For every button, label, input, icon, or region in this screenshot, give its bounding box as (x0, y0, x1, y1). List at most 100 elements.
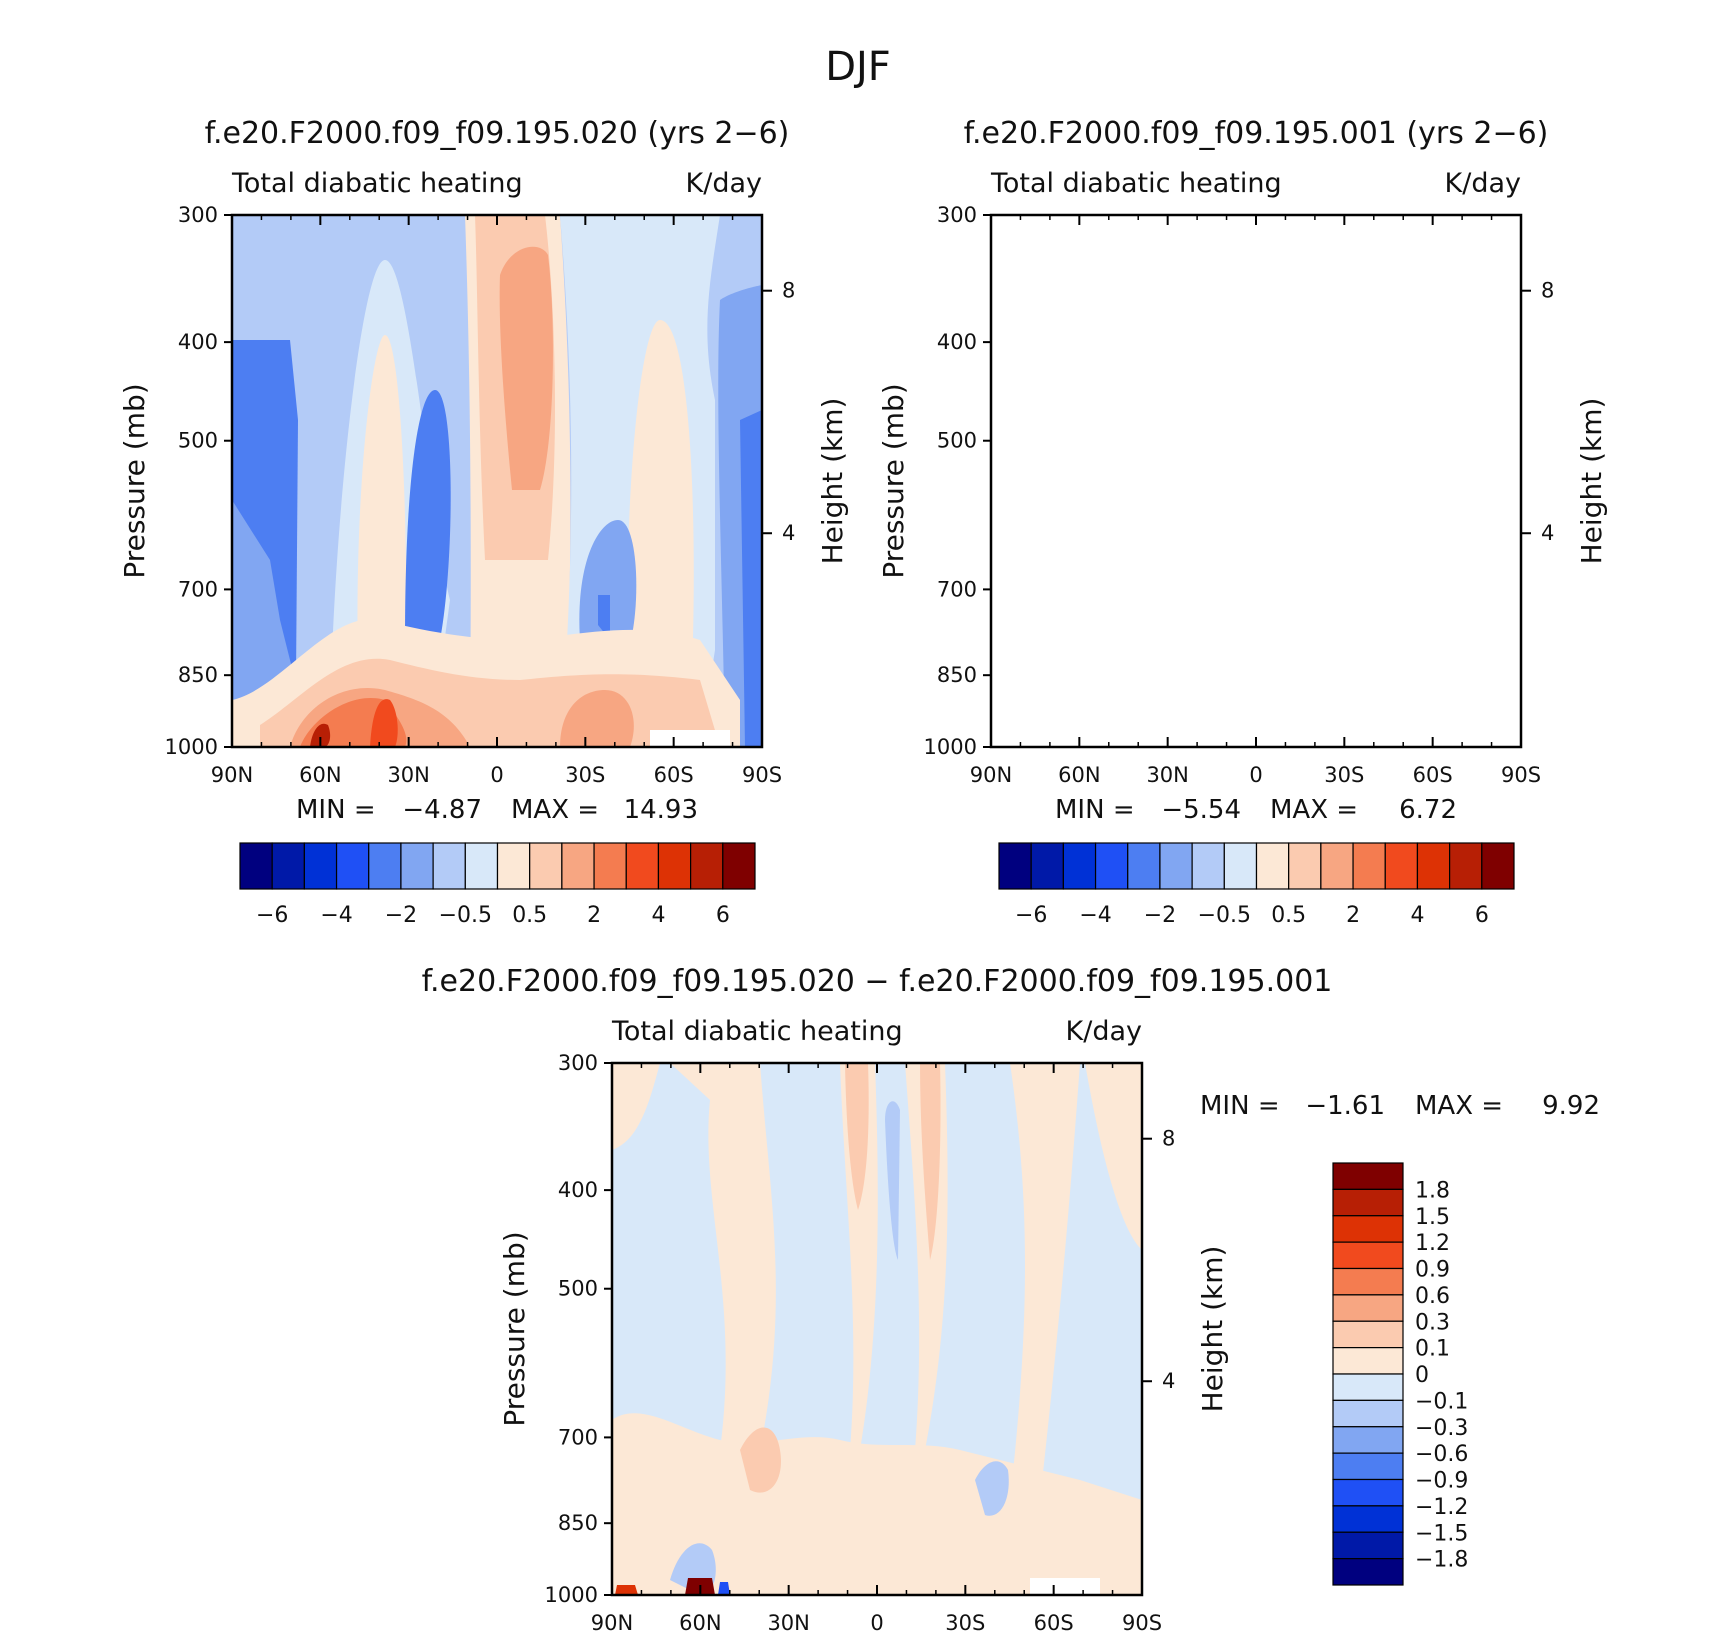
panel-case-title: f.e20.F2000.f09_f09.195.001 (yrs 2−6) (964, 116, 1549, 151)
panel-case-001: f.e20.F2000.f09_f09.195.001 (yrs 2−6) To… (964, 116, 1549, 199)
colorbar-swatch (657, 842, 692, 890)
colorbar-swatch (1332, 1531, 1404, 1560)
colorbar-label: 0.6 (1415, 1284, 1450, 1309)
colorbar-label: −2 (1144, 903, 1176, 928)
colorbar-swatch (335, 842, 370, 890)
colorbar-swatch (529, 842, 563, 890)
panel-variable-label: Total diabatic heating (611, 1016, 903, 1047)
lat-tick-label: 90S (1122, 1611, 1162, 1635)
colorbar-label: 6 (716, 903, 730, 928)
pressure-tick-label: 850 (178, 663, 218, 687)
colorbar-label: 6 (1475, 903, 1489, 928)
colorbar-swatch (1332, 1426, 1404, 1454)
lat-tick-label: 60N (1058, 763, 1100, 787)
colorbar-swatch (1352, 842, 1386, 890)
height-tick-label: 4 (782, 521, 795, 545)
lat-tick-label: 30N (387, 763, 429, 787)
height-tick-label: 4 (1541, 521, 1554, 545)
colorbar-swatch (1332, 1162, 1404, 1190)
panel-max-label: MAX = (1415, 1091, 1503, 1121)
colorbar-swatch (1288, 842, 1322, 890)
colorbar-swatch (1127, 842, 1161, 890)
lat-tick-label: 30N (767, 1611, 809, 1635)
panel-min-value: −1.61 (1305, 1091, 1385, 1121)
colorbar-label: −0.6 (1415, 1442, 1468, 1467)
colorbar-panel-b: −6 −4 −2 −0.5 0.5 2 4 6 (998, 842, 1515, 928)
colorbar-label: −6 (256, 903, 288, 928)
panel-min-label: MIN = (296, 795, 376, 825)
colorbar-label: 1.8 (1415, 1178, 1450, 1203)
colorbar-swatch (496, 842, 531, 890)
panel-max-label: MAX = (1270, 795, 1358, 825)
colorbar-swatch (1332, 1373, 1404, 1401)
colorbar-swatch (1384, 842, 1419, 890)
colorbar-swatch (1332, 1558, 1404, 1586)
pressure-tick-label: 400 (558, 1178, 598, 1202)
colorbar-swatch (1332, 1452, 1404, 1481)
colorbar-label: 0.3 (1415, 1310, 1450, 1335)
colorbar-label: 2 (587, 903, 601, 928)
colorbars-layer: −6 −4 −2 −0.5 0.5 2 4 6 −6 −4 −2 −0.5 0.5 2 4 6 1.81.51.… (239, 842, 1515, 1586)
contour-field (612, 1063, 1142, 1595)
colorbar-label: −0.5 (1198, 903, 1251, 928)
panel-max-value: 9.92 (1542, 1091, 1600, 1121)
pressure-tick-label: 500 (178, 429, 218, 453)
colorbar-swatch (1332, 1399, 1404, 1428)
lat-tick-label: 0 (870, 1611, 883, 1635)
colorbar-label: −0.1 (1415, 1389, 1468, 1414)
pressure-axis-label: Pressure (mb) (118, 383, 151, 578)
axes-panel-2: 300 400 500 700 850 1000 8 4 90N 60N 30N 0 30S 60S 90S… (498, 1051, 1229, 1635)
colorbar-label: 0.9 (1415, 1258, 1450, 1283)
lat-tick-label: 30S (945, 1611, 985, 1635)
colorbar-swatch (400, 842, 434, 890)
colorbar-label: 0.5 (1271, 903, 1306, 928)
colorbar-label: 2 (1346, 903, 1360, 928)
lat-tick-label: 90N (591, 1611, 633, 1635)
pressure-tick-label: 500 (558, 1277, 598, 1301)
colorbar-swatch (1094, 842, 1129, 890)
colorbar-label: 4 (1410, 903, 1424, 928)
pressure-tick-label: 300 (178, 203, 218, 227)
pressure-tick-label: 1000 (545, 1583, 598, 1607)
panel-units-label: K/day (1445, 168, 1521, 199)
colorbar-label: −0.5 (439, 903, 492, 928)
colorbar-swatch (1332, 1215, 1404, 1243)
colorbar-swatch (1159, 842, 1193, 890)
lat-tick-label: 90S (742, 763, 782, 787)
colorbar-difference: 1.81.51.20.90.60.30.10−0.1−0.3−0.6−0.9−1… (1332, 1162, 1468, 1586)
colorbar-swatch (1332, 1294, 1404, 1322)
panel-variable-label: Total diabatic heating (231, 168, 523, 199)
height-axis-label: Height (km) (816, 398, 849, 565)
colorbar-swatch (303, 842, 338, 890)
lat-tick-label: 60S (1413, 763, 1453, 787)
colorbar-swatch (625, 842, 660, 890)
height-tick-label: 8 (1162, 1127, 1175, 1151)
colorbar-label: −1.2 (1415, 1495, 1468, 1520)
colorbar-swatch (1332, 1347, 1404, 1375)
pressure-tick-label: 300 (937, 203, 977, 227)
panel-max-label: MAX = (511, 795, 599, 825)
pressure-axis-label: Pressure (mb) (877, 383, 910, 578)
axes-panel-1: 300 400 500 700 850 1000 8 4 90N 60N 30N 0 30S 60S 90S… (877, 203, 1608, 787)
lat-tick-label: 30S (1324, 763, 1364, 787)
colorbar-label: 0.1 (1415, 1337, 1450, 1362)
colorbar-swatch (464, 842, 499, 890)
colorbar-swatch (1223, 842, 1258, 890)
colorbar-swatch (1332, 1505, 1404, 1533)
pressure-tick-label: 400 (178, 330, 218, 354)
colorbar-label: −0.9 (1415, 1469, 1468, 1494)
colorbar-label: −4 (320, 903, 352, 928)
panel-max-value: 6.72 (1399, 795, 1457, 825)
colorbar-swatch (690, 842, 724, 890)
colorbar-label: −2 (385, 903, 417, 928)
pressure-tick-label: 850 (937, 663, 977, 687)
panel-case-title: f.e20.F2000.f09_f09.195.020 − f.e20.F200… (422, 964, 1333, 999)
pressure-tick-label: 700 (558, 1425, 598, 1449)
colorbar-swatch (1030, 842, 1064, 890)
colorbar-swatch (1332, 1188, 1404, 1217)
panel-difference: f.e20.F2000.f09_f09.195.020 − f.e20.F200… (422, 964, 1600, 1595)
pressure-tick-label: 1000 (165, 735, 218, 759)
height-tick-label: 4 (1162, 1369, 1175, 1393)
pressure-tick-label: 850 (558, 1511, 598, 1535)
pressure-tick-label: 300 (558, 1051, 598, 1075)
